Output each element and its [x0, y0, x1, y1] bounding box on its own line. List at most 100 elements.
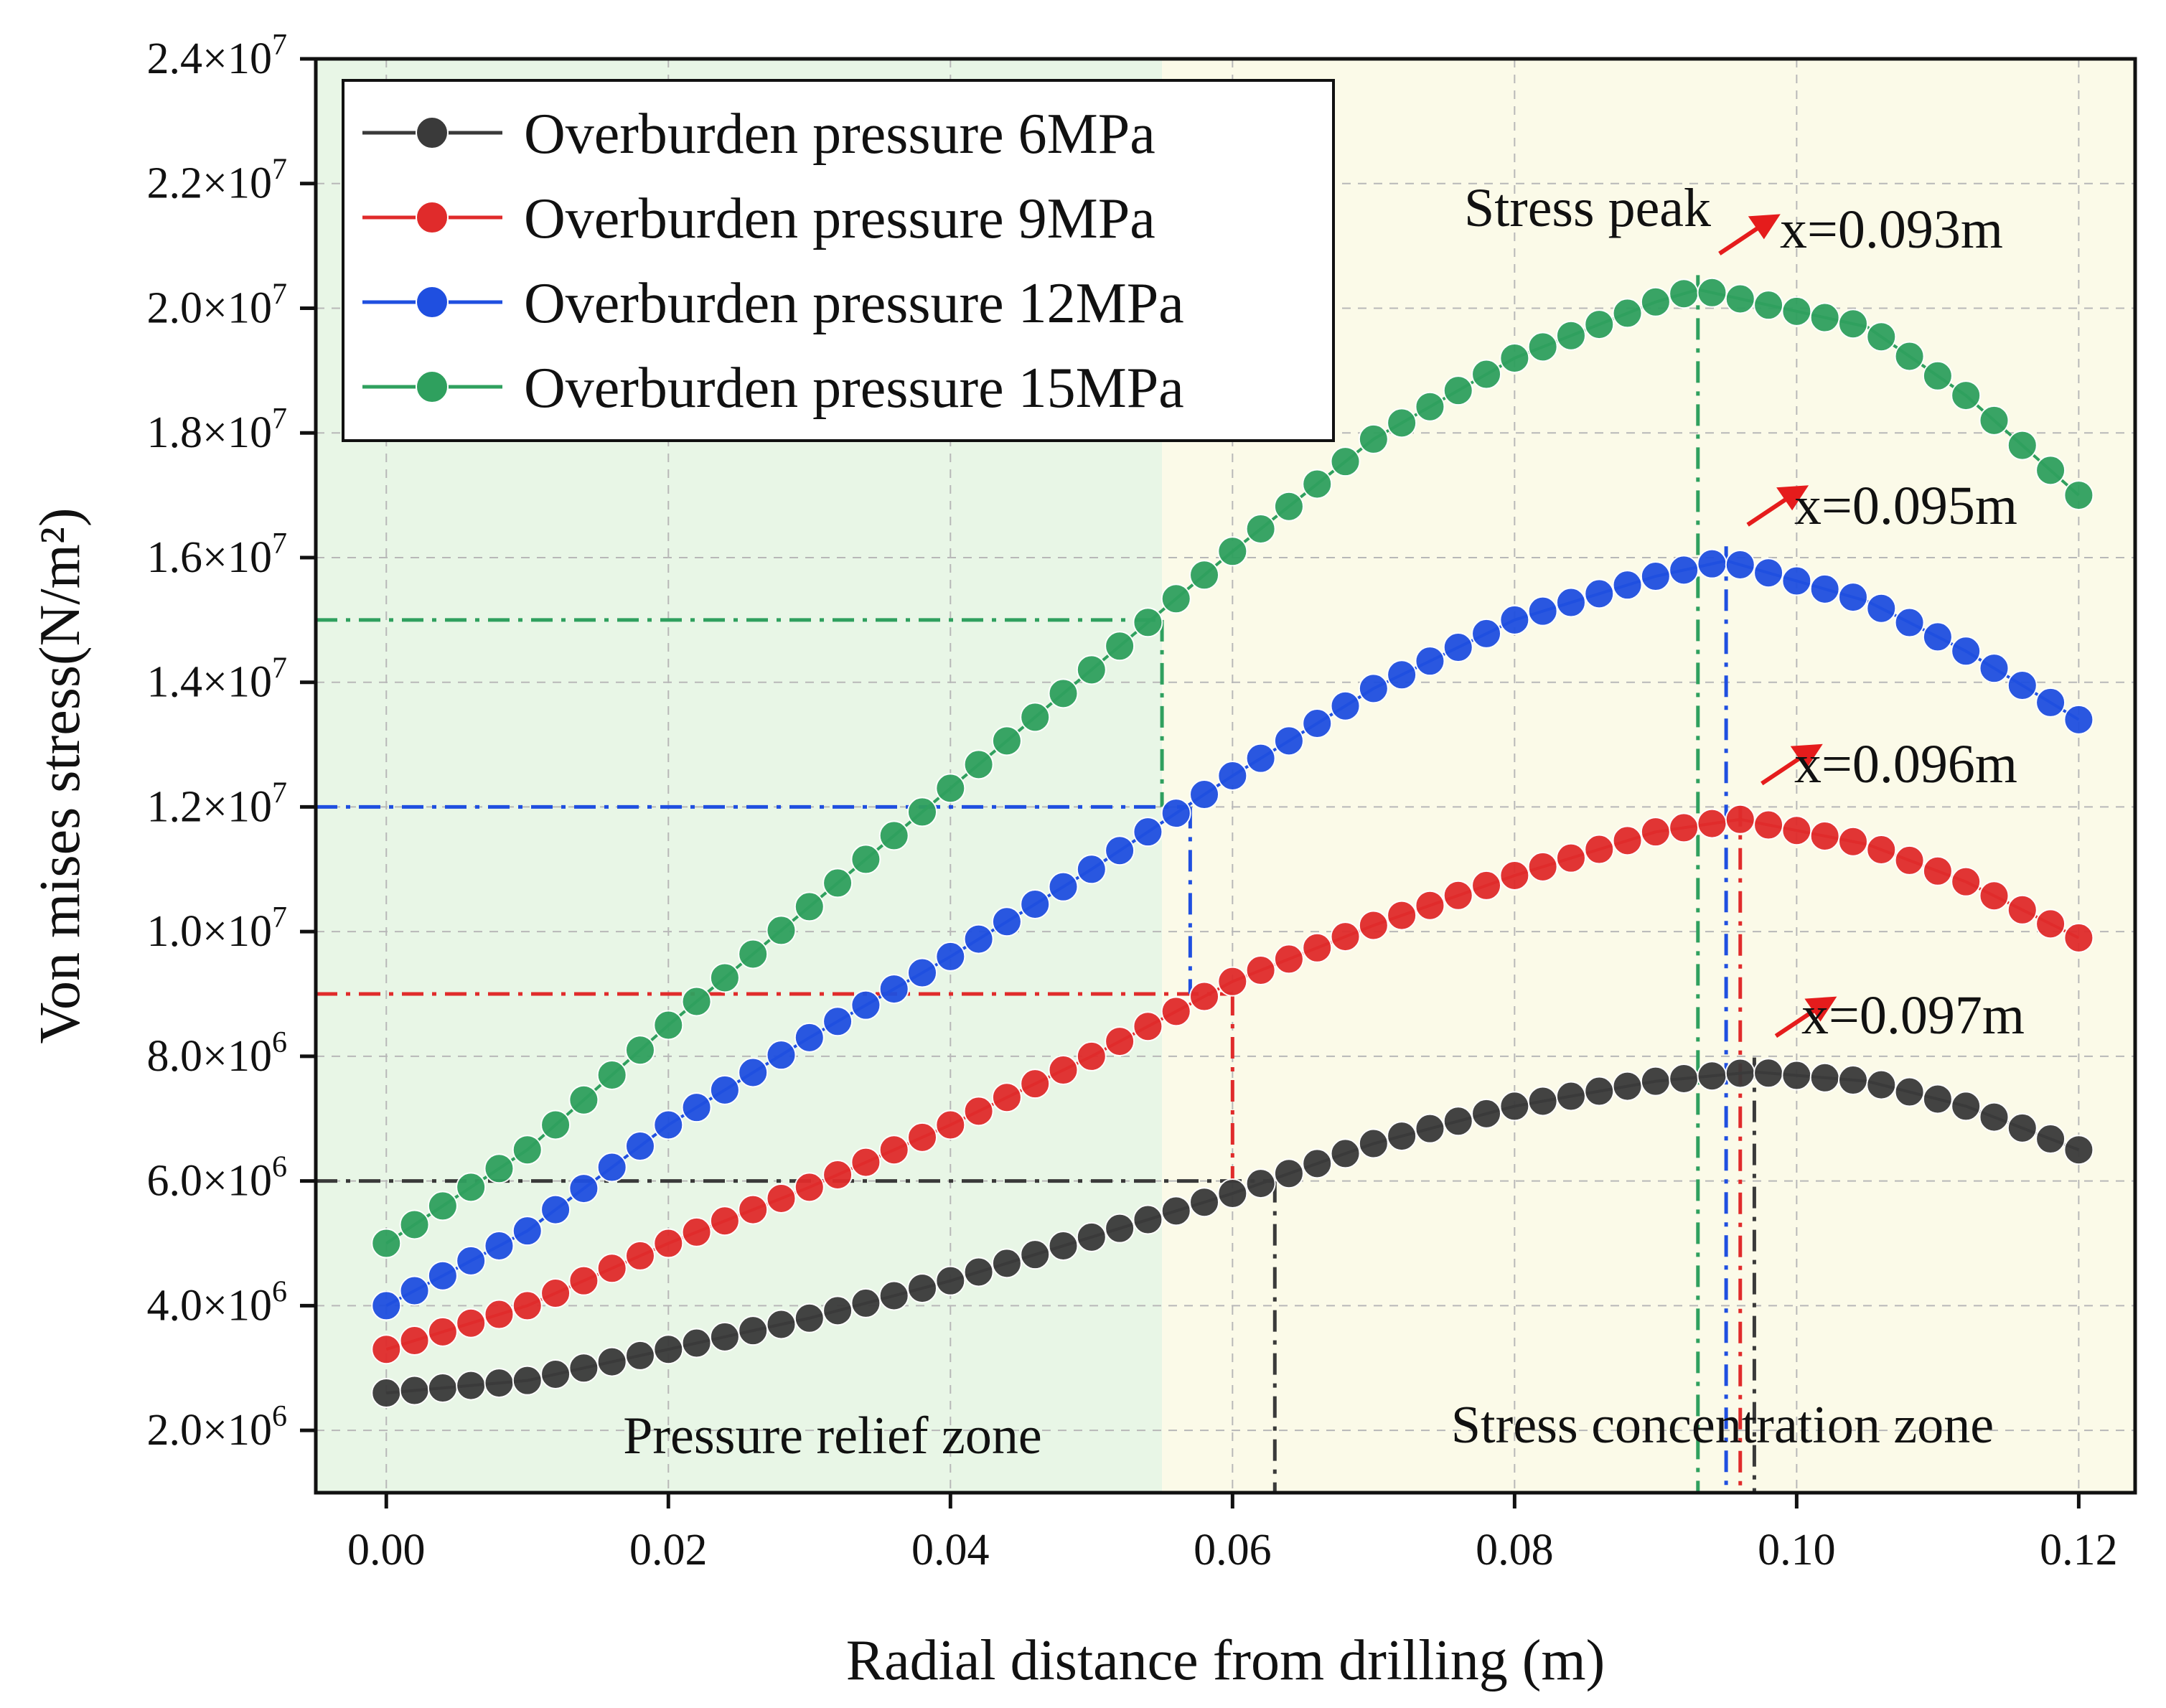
data-point — [399, 1209, 430, 1240]
text-labels: 0.00 0.02 0.04 0.06 0.08 0.10 0.122.0×1064.0×1… — [29, 29, 2118, 1692]
data-point — [1894, 845, 1925, 876]
data-point — [399, 1325, 430, 1356]
y-tick-mantissa: 1.4×10 — [147, 658, 272, 707]
data-point — [1161, 996, 1191, 1027]
data-point — [1415, 646, 1445, 677]
data-point — [1922, 621, 1953, 652]
data-point — [2007, 670, 2038, 701]
data-point — [653, 1109, 684, 1140]
data-point — [1697, 548, 1727, 579]
data-point — [1273, 1158, 1304, 1189]
data-point — [766, 915, 797, 946]
data-point — [1951, 380, 1982, 411]
data-point — [1837, 826, 1868, 857]
data-point — [709, 1321, 740, 1352]
data-point — [456, 1172, 487, 1203]
data-point — [1020, 702, 1051, 733]
data-point — [1330, 1138, 1361, 1169]
data-point — [1781, 1060, 1812, 1091]
y-tick-exponent: 7 — [272, 901, 287, 934]
data-point — [596, 1253, 627, 1284]
data-point — [427, 1260, 458, 1291]
data-point — [624, 1340, 655, 1371]
data-point — [878, 820, 909, 851]
legend-label: Overburden pressure 9MPa — [524, 187, 1155, 250]
data-point — [1415, 890, 1445, 921]
data-point — [596, 1059, 627, 1090]
x-tick-label: 0.10 — [1758, 1526, 1836, 1575]
data-point — [1809, 1062, 1840, 1093]
data-point — [1302, 932, 1333, 963]
data-point — [653, 1228, 684, 1259]
y-tick-mantissa: 8.0×10 — [147, 1032, 272, 1081]
data-point — [512, 1290, 543, 1321]
data-point — [1922, 1084, 1953, 1115]
data-point — [1020, 1239, 1051, 1270]
data-point — [709, 1206, 740, 1237]
y-tick-mantissa: 2.4×10 — [147, 34, 272, 83]
series-1 — [371, 804, 2094, 1365]
peak-arrow-shaft-0 — [1774, 1005, 1821, 1038]
y-tick-exponent: 6 — [272, 1151, 287, 1184]
data-point — [1217, 761, 1248, 791]
y-tick-mantissa: 1.6×10 — [147, 533, 272, 582]
data-point — [1443, 632, 1473, 663]
data-point — [1894, 1076, 1925, 1107]
x-tick-label: 0.04 — [911, 1526, 990, 1575]
data-point — [2063, 704, 2094, 735]
data-point — [850, 1147, 881, 1178]
series-2 — [371, 548, 2094, 1321]
data-point — [1471, 1098, 1502, 1129]
data-point — [766, 1040, 797, 1071]
data-point — [624, 1240, 655, 1271]
data-point — [738, 939, 769, 970]
data-point — [653, 1334, 684, 1365]
data-point — [512, 1365, 543, 1396]
data-point — [596, 1152, 627, 1183]
y-tick-exponent: 7 — [272, 527, 287, 560]
data-point — [1105, 631, 1135, 662]
data-point — [1527, 596, 1558, 627]
data-point — [850, 990, 881, 1020]
data-point — [1640, 286, 1671, 317]
data-point — [1697, 1061, 1727, 1092]
data-point — [1245, 1168, 1276, 1199]
legend-marker-0 — [416, 116, 449, 149]
y-tick-label: 1.4×107 — [147, 652, 287, 707]
data-point — [1358, 423, 1389, 454]
data-point — [907, 1122, 937, 1153]
data-point — [1245, 743, 1276, 774]
data-point — [1725, 804, 1755, 835]
data-point — [963, 1257, 994, 1287]
data-point — [1979, 405, 2010, 436]
y-tick-label: 1.0×107 — [147, 901, 287, 956]
y-tick-mantissa: 2.0×10 — [147, 1406, 272, 1455]
data-point — [1330, 446, 1361, 477]
data-point — [1161, 1196, 1191, 1226]
data-point — [371, 1290, 402, 1321]
data-point — [991, 726, 1022, 756]
y-tick-exponent: 6 — [272, 1026, 287, 1059]
y-tick-exponent: 7 — [272, 29, 287, 62]
data-point — [371, 1334, 402, 1365]
data-point — [1866, 1069, 1897, 1100]
legend-label: Overburden pressure 12MPa — [524, 272, 1184, 335]
data-point — [1443, 375, 1473, 406]
data-point — [1105, 835, 1135, 866]
peak-arrow-shaft-3 — [1718, 222, 1764, 255]
data-point — [1753, 1058, 1784, 1089]
data-point — [1105, 1026, 1135, 1057]
data-point — [1612, 570, 1643, 601]
data-point — [371, 1228, 402, 1259]
data-point — [1612, 298, 1643, 329]
data-point — [963, 749, 994, 780]
data-point — [1471, 359, 1502, 390]
plot-frame — [314, 57, 2137, 1495]
data-point — [1640, 561, 1671, 592]
data-point — [1133, 1011, 1163, 1042]
legend: Overburden pressure 6MPa Overburden press… — [342, 79, 1335, 442]
data-point — [1471, 870, 1502, 901]
data-point — [1076, 854, 1107, 885]
data-point — [512, 1216, 543, 1247]
data-point — [2063, 922, 2094, 953]
